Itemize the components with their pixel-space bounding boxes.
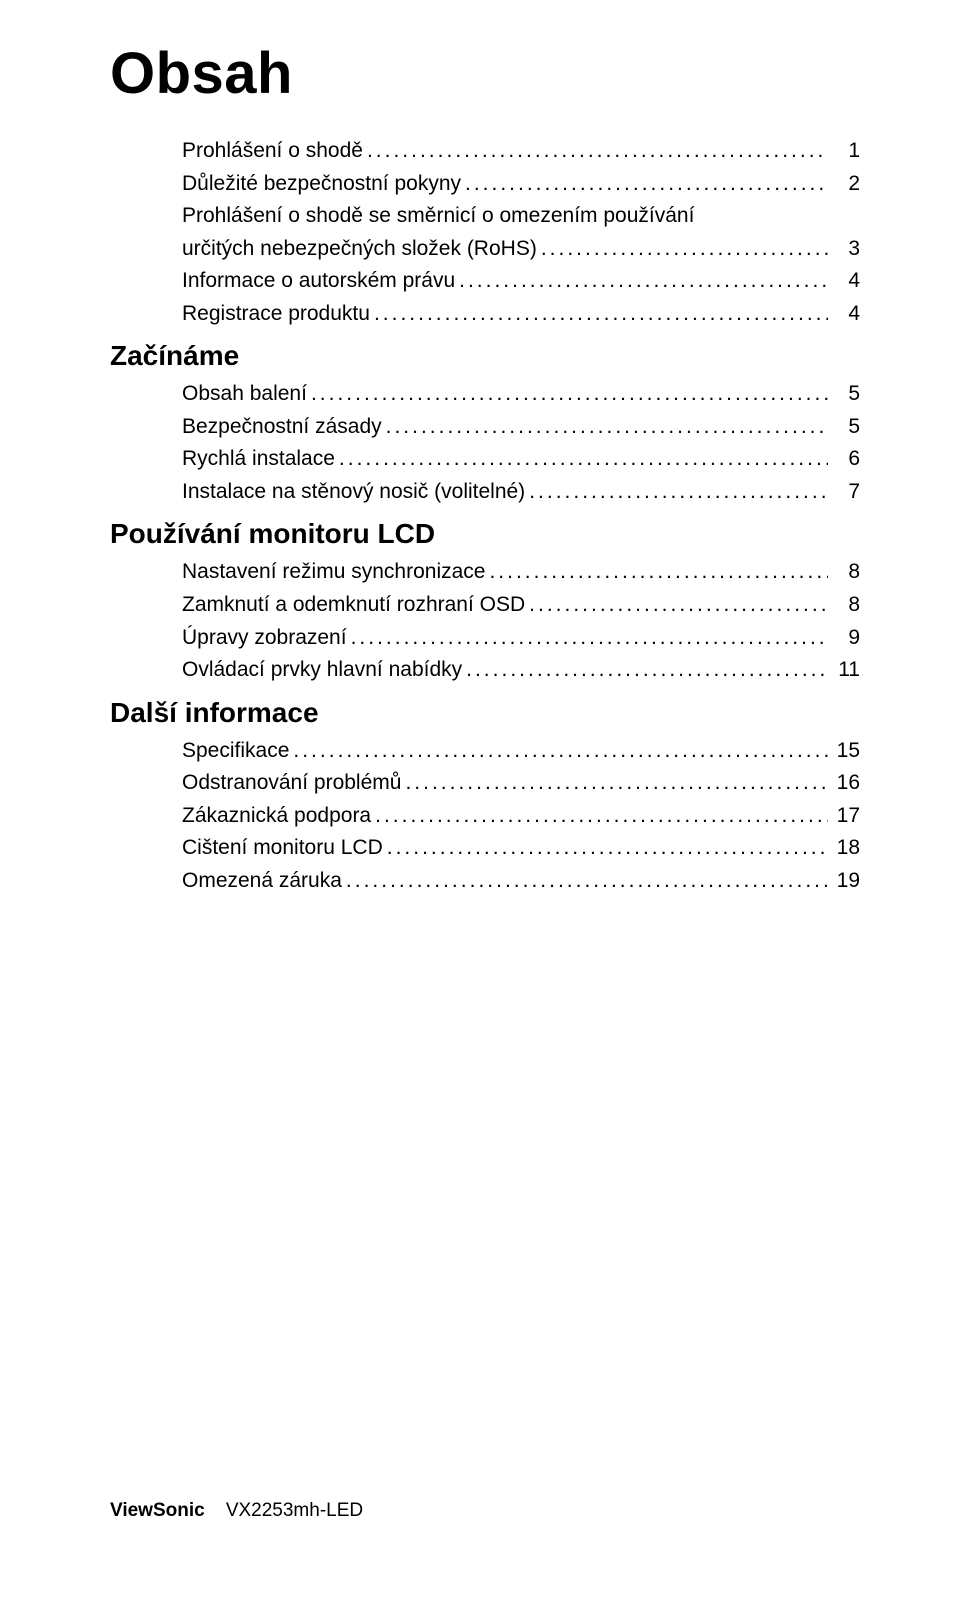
toc-page-number: 5	[832, 411, 860, 444]
toc-entry-label: Omezená záruka	[182, 865, 342, 898]
toc-entry-label: Obsah balení	[182, 378, 307, 411]
document-page: Obsah Prohlášení o shodě1Důležité bezpeč…	[0, 0, 960, 1618]
toc-page-number: 1	[832, 135, 860, 168]
toc-row: Zamknutí a odemknutí rozhraní OSD 8	[182, 589, 860, 622]
toc-dot-leader	[386, 411, 828, 444]
toc-dot-leader	[405, 767, 828, 800]
toc-row: Informace o autorském právu 4	[182, 265, 860, 298]
toc-row: Omezená záruka 19	[182, 865, 860, 898]
toc-page-number: 6	[832, 443, 860, 476]
toc-section-block: Specifikace15Odstranování problémů16Záka…	[110, 735, 860, 898]
toc-dot-leader	[375, 800, 828, 833]
toc-row: Důležité bezpečnostní pokyny 2	[182, 168, 860, 201]
toc-entry-label: Zákaznická podpora	[182, 800, 371, 833]
toc-dot-leader	[351, 622, 828, 655]
toc-entry-label: Specifikace	[182, 735, 289, 768]
toc-entry-label: Ovládací prvky hlavní nabídky	[182, 654, 462, 687]
toc-dot-leader	[311, 378, 828, 411]
toc-row: Rychlá instalace 6	[182, 443, 860, 476]
toc-row: Bezpečnostní zásady 5	[182, 411, 860, 444]
toc-dot-leader	[346, 865, 828, 898]
toc-row: Nastavení režimu synchronizace 8	[182, 556, 860, 589]
toc-row: Ovládací prvky hlavní nabídky 11	[182, 654, 860, 687]
toc-page-number: 18	[832, 832, 860, 865]
toc-section-block: Obsah balení5Bezpečnostní zásady5Rychlá …	[110, 378, 860, 508]
toc-entry-label: Zamknutí a odemknutí rozhraní OSD	[182, 589, 525, 622]
toc-entry-label: Důležité bezpečnostní pokyny	[182, 168, 461, 201]
toc-entry-label: Informace o autorském právu	[182, 265, 455, 298]
toc-entry-label: Instalace na stěnový nosič (volitelné)	[182, 476, 525, 509]
toc-row: Prohlášení o shodě 1	[182, 135, 860, 168]
toc-dot-leader	[489, 556, 828, 589]
footer-model-text: VX2253mh-LED	[226, 1500, 363, 1521]
toc-page-number: 8	[832, 556, 860, 589]
toc-page-number: 7	[832, 476, 860, 509]
toc-page-number: 11	[832, 654, 860, 687]
toc-page-number: 8	[832, 589, 860, 622]
toc-row: Cištení monitoru LCD 18	[182, 832, 860, 865]
toc-section-heading: Začínáme	[110, 340, 860, 372]
footer-brand: ViewSonic	[110, 1500, 205, 1521]
toc-dot-leader	[541, 233, 828, 266]
toc-row: Úpravy zobrazení 9	[182, 622, 860, 655]
toc-section-block: Nastavení režimu synchronizace8Zamknutí …	[110, 556, 860, 686]
toc-row: Specifikace 15	[182, 735, 860, 768]
toc-dot-leader	[459, 265, 828, 298]
footer-model	[210, 1500, 226, 1521]
toc-entry-label: Bezpečnostní zásady	[182, 411, 382, 444]
toc-page-number: 17	[832, 800, 860, 833]
toc-entry-label: Cištení monitoru LCD	[182, 832, 383, 865]
toc-entry-label: Nastavení režimu synchronizace	[182, 556, 485, 589]
toc-entry-label: Odstranování problémů	[182, 767, 401, 800]
toc-dot-leader	[293, 735, 828, 768]
toc-entry-label: určitých nebezpečných složek (RoHS)	[182, 233, 537, 266]
toc-dot-leader	[465, 168, 828, 201]
toc-page-number: 15	[832, 735, 860, 768]
toc-dot-leader	[466, 654, 828, 687]
toc-section-block: Prohlášení o shodě1Důležité bezpečnostní…	[110, 135, 860, 330]
toc-page-number: 4	[832, 265, 860, 298]
toc-page-number: 4	[832, 298, 860, 331]
toc-entry-label: Prohlášení o shodě se směrnicí o omezení…	[182, 200, 694, 233]
toc-row: Obsah balení 5	[182, 378, 860, 411]
toc-entry-label: Prohlášení o shodě	[182, 135, 363, 168]
toc-dot-leader	[529, 589, 828, 622]
toc-row: Zákaznická podpora 17	[182, 800, 860, 833]
toc-dot-leader	[529, 476, 828, 509]
toc-dot-leader	[374, 298, 828, 331]
toc-page-number: 2	[832, 168, 860, 201]
toc-entry-label: Úpravy zobrazení	[182, 622, 347, 655]
footer: ViewSonic VX2253mh-LED	[110, 1500, 363, 1522]
page-title: Obsah	[110, 40, 860, 107]
toc-page-number: 16	[832, 767, 860, 800]
toc-entry-label: Registrace produktu	[182, 298, 370, 331]
toc-row: Registrace produktu 4	[182, 298, 860, 331]
toc-row: Odstranování problémů 16	[182, 767, 860, 800]
toc-row: určitých nebezpečných složek (RoHS) 3	[182, 233, 860, 266]
toc-section-heading: Další informace	[110, 697, 860, 729]
toc-row: Instalace na stěnový nosič (volitelné) 7	[182, 476, 860, 509]
toc-page-number: 9	[832, 622, 860, 655]
toc-page-number: 19	[832, 865, 860, 898]
toc-dot-leader	[339, 443, 828, 476]
toc-row: Prohlášení o shodě se směrnicí o omezení…	[182, 200, 860, 233]
table-of-contents: Prohlášení o shodě1Důležité bezpečnostní…	[110, 135, 860, 897]
toc-entry-label: Rychlá instalace	[182, 443, 335, 476]
toc-page-number: 3	[832, 233, 860, 266]
toc-dot-leader	[367, 135, 828, 168]
toc-section-heading: Používání monitoru LCD	[110, 518, 860, 550]
toc-page-number: 5	[832, 378, 860, 411]
toc-dot-leader	[387, 832, 828, 865]
